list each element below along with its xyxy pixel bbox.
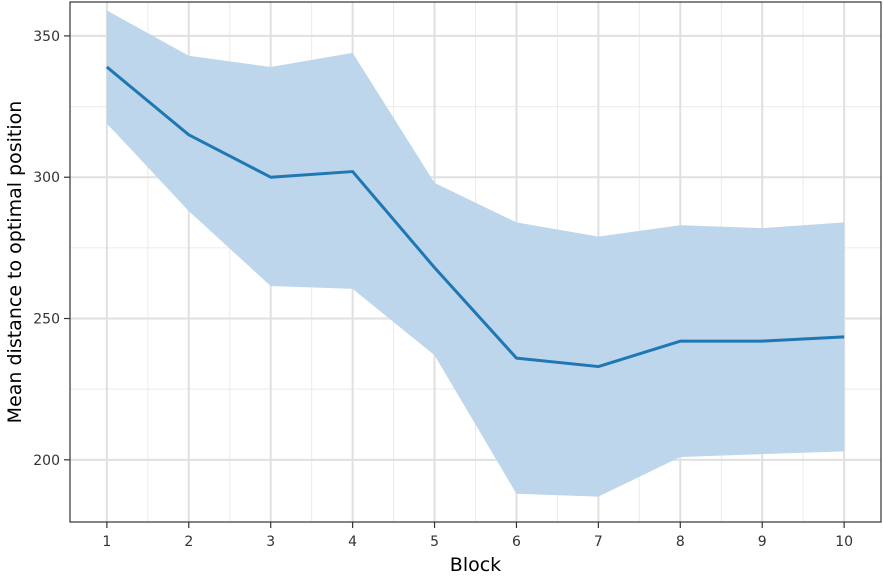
x-tick-label: 5 [430, 534, 439, 550]
x-tick-label: 8 [676, 534, 685, 550]
y-axis-ticks: 200 250 300 350 [33, 29, 70, 469]
x-axis-ticks: 1 2 3 4 5 6 7 8 9 10 [102, 522, 853, 550]
x-tick-label: 4 [348, 534, 357, 550]
y-axis-title: Mean distance to optimal position [4, 101, 26, 424]
mean-series-line [105, 65, 845, 369]
y-tick-label: 250 [33, 312, 60, 328]
x-tick-label: 6 [512, 534, 521, 550]
x-axis-title: Block [450, 554, 501, 576]
y-tick-label: 200 [33, 453, 60, 469]
x-tick-label: 9 [758, 534, 767, 550]
panel-border [69, 1, 882, 523]
y-tick-label: 350 [33, 29, 60, 45]
x-tick-label: 7 [594, 534, 603, 550]
x-tick-label: 2 [184, 534, 193, 550]
confidence-band [106, 10, 845, 497]
x-tick-label: 1 [102, 534, 111, 550]
y-tick-label: 300 [33, 170, 60, 186]
x-tick-label: 10 [835, 534, 853, 550]
x-tick-label: 3 [266, 534, 275, 550]
